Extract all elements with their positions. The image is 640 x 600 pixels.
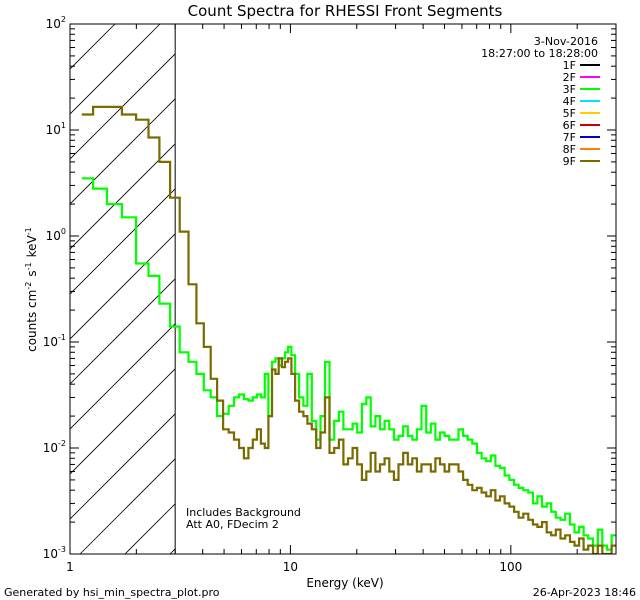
annotation-background: Includes Background (186, 506, 301, 519)
y-tick-label: 101 (46, 121, 66, 137)
legend-label-6F: 6F (563, 119, 576, 132)
legend-label-4F: 4F (563, 95, 576, 108)
hatch-line (70, 368, 176, 475)
x-tick-label: 100 (499, 560, 522, 574)
attenuator-hatch-region (70, 24, 176, 554)
hatch-line (70, 278, 176, 385)
hatch-line (70, 413, 176, 520)
series-9F (81, 105, 616, 554)
y-tick-label: 10-2 (43, 439, 66, 455)
legend-time-range: 18:27:00 to 18:28:00 (481, 47, 598, 60)
series-3F (81, 177, 616, 551)
hatch-line (70, 98, 176, 205)
hatch-line (70, 233, 176, 340)
legend-label-3F: 3F (563, 83, 576, 96)
hatch-line (70, 323, 176, 430)
y-tick-label: 10-1 (43, 333, 66, 349)
footer-datetime: 26-Apr-2023 18:46 (533, 586, 636, 599)
x-axis-label: Energy (keV) (306, 576, 383, 590)
axis-ticks: 1 10 100 10-3 10-2 10-1 100 101 102 (43, 15, 617, 574)
hatch-line (70, 188, 176, 295)
plot-frame (69, 23, 617, 555)
legend-date: 3-Nov-2016 (534, 35, 598, 48)
hatch-line (70, 53, 176, 160)
hatch-line (70, 24, 116, 70)
x-tick-label: 10 (283, 560, 298, 574)
footer-generated: Generated by hsi_min_spectra_plot.pro (4, 586, 220, 599)
legend-label-7F: 7F (563, 131, 576, 144)
hatch-line (70, 24, 71, 25)
legend-label-5F: 5F (563, 107, 576, 120)
hatch-line (70, 143, 176, 250)
x-tick-label: 1 (66, 560, 74, 574)
legend-label-1F: 1F (563, 59, 576, 72)
y-axis-label: counts cm-2 s-1 keV-1 (24, 226, 39, 352)
y-tick-label: 10-3 (43, 545, 66, 561)
y-tick-label: 102 (46, 15, 66, 31)
legend-label-9F: 9F (563, 155, 576, 168)
annotation-attenuator: Att A0, FDecim 2 (186, 518, 279, 531)
legend-label-2F: 2F (563, 71, 576, 84)
y-tick-label: 100 (46, 227, 66, 243)
chart-title: Count Spectra for RHESSI Front Segments (188, 2, 503, 20)
series-layer (81, 105, 616, 554)
hatch-line (70, 24, 161, 115)
hatch-line (79, 458, 176, 554)
legend-label-8F: 8F (563, 143, 576, 156)
